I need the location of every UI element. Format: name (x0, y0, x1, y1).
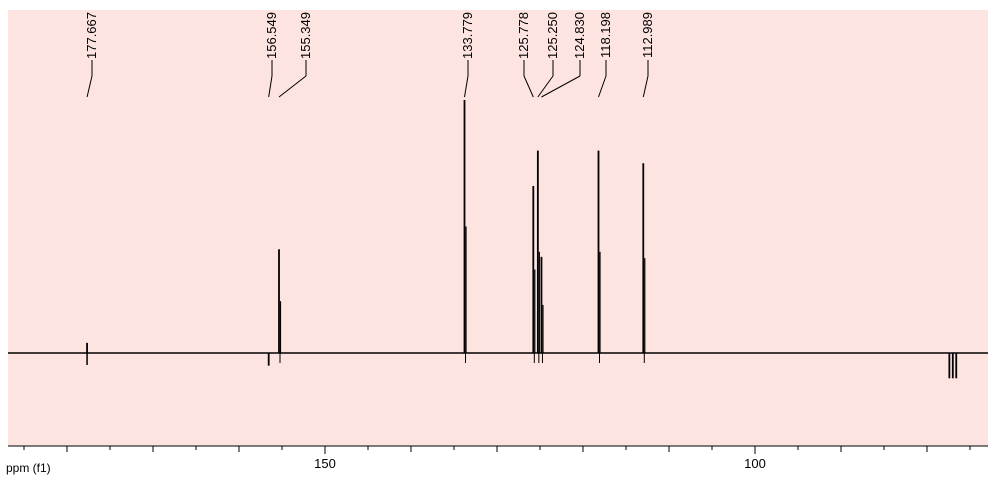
peak-label: 133.779 (460, 12, 475, 59)
peak-label: 156.549 (264, 12, 279, 59)
x-tick-label: 100 (744, 456, 766, 471)
peak-label: 125.778 (516, 12, 531, 59)
callout-connector (541, 75, 581, 98)
peak-label: 124.830 (572, 12, 587, 59)
callout-connector (523, 75, 534, 98)
peak-label: 112.989 (640, 12, 655, 58)
callout-connector (642, 75, 649, 98)
callout-connector (464, 75, 469, 98)
x-axis-ticks: 150 100 (23, 446, 971, 471)
peak-callouts: 177.667 156.549 155.349 133.779 125.778 125.2… (84, 12, 655, 98)
callout-connector (598, 75, 607, 98)
callout-connector (86, 75, 93, 98)
peak-lines (86, 100, 958, 379)
peak-label: 155.349 (298, 12, 313, 59)
callout-connector (278, 75, 307, 98)
peak-label: 118.198 (598, 12, 613, 58)
peak-label: 177.667 (84, 12, 99, 59)
plot-background (8, 10, 988, 446)
callout-connector (537, 75, 554, 98)
x-axis-label: ppm (f1) (6, 461, 51, 475)
peak-label: 125.250 (545, 12, 560, 59)
callout-connector (268, 75, 273, 98)
x-tick-label: 150 (314, 456, 336, 471)
